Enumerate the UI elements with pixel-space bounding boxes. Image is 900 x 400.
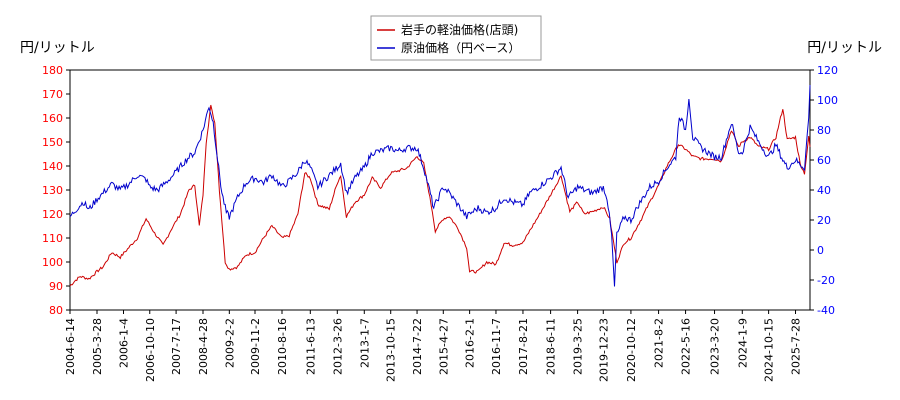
right-tick-label: 100 [817, 94, 838, 107]
x-tick-label: 2006-10-10 [144, 318, 157, 382]
x-tick-label: 2016-2-1 [464, 318, 477, 368]
right-tick-label: -40 [817, 304, 835, 317]
x-tick-label: 2010-8-16 [276, 318, 289, 375]
x-tick-label: 2024-10-15 [763, 318, 776, 382]
x-tick-label: 2019-12-23 [597, 318, 610, 382]
x-tick-label: 2015-4-27 [437, 318, 450, 375]
x-tick-label: 2012-3-26 [331, 318, 344, 375]
left-tick-label: 150 [42, 136, 63, 149]
x-tick-label: 2025-7-28 [790, 318, 803, 375]
left-tick-label: 120 [42, 208, 63, 221]
left-tick-label: 160 [42, 112, 63, 125]
right-axis-unit: 円/リットル [807, 40, 882, 56]
left-tick-label: 130 [42, 184, 63, 197]
plot-frame [69, 69, 811, 311]
legend-entry: 岩手の軽油価格(店頭) [401, 22, 518, 37]
x-tick-label: 2019-3-25 [572, 318, 585, 375]
left-tick-label: 90 [49, 280, 63, 293]
x-tick-label: 2020-10-12 [625, 318, 638, 382]
x-tick-label: 2004-6-14 [64, 318, 77, 375]
left-tick-label: 140 [42, 160, 63, 173]
x-tick-label: 2014-7-22 [411, 318, 424, 375]
x-tick-label: 2017-8-21 [517, 318, 530, 375]
x-tick-label: 2024-1-9 [736, 318, 749, 368]
series-line-1 [69, 84, 811, 287]
x-tick-label: 2013-10-15 [385, 318, 398, 382]
x-tick-label: 2009-11-2 [249, 318, 262, 375]
left-axis-unit: 円/リットル [20, 40, 95, 56]
x-tick-label: 2008-4-28 [197, 318, 210, 375]
right-tick-label: 120 [817, 64, 838, 77]
x-tick-label: 2011-6-13 [304, 318, 317, 375]
legend-entry: 原油価格（円ベース） [401, 40, 520, 55]
right-tick-label: 0 [817, 244, 824, 257]
x-tick-label: 2018-6-11 [545, 318, 558, 375]
left-tick-label: 80 [49, 304, 63, 317]
x-tick-label: 2006-1-4 [118, 318, 131, 368]
left-tick-label: 100 [42, 256, 63, 269]
x-tick-label: 2005-3-28 [91, 318, 104, 375]
x-tick-label: 2007-7-17 [170, 318, 183, 375]
x-tick-label: 2016-11-7 [490, 318, 503, 375]
x-tick-label: 2022-5-16 [680, 318, 693, 375]
left-tick-label: 170 [42, 88, 63, 101]
right-tick-label: -20 [817, 274, 835, 287]
right-tick-label: 40 [817, 184, 831, 197]
left-tick-label: 180 [42, 64, 63, 77]
x-tick-label: 2023-3-20 [709, 318, 722, 375]
x-tick-label: 2009-2-2 [223, 318, 236, 368]
right-tick-label: 80 [817, 124, 831, 137]
series-line-0 [69, 104, 811, 287]
x-tick-label: 2021-8-2 [653, 318, 666, 368]
left-tick-label: 110 [42, 232, 63, 245]
right-tick-label: 60 [817, 154, 831, 167]
x-tick-label: 2013-1-7 [358, 318, 371, 368]
right-tick-label: 20 [817, 214, 831, 227]
legend-box [370, 15, 542, 61]
